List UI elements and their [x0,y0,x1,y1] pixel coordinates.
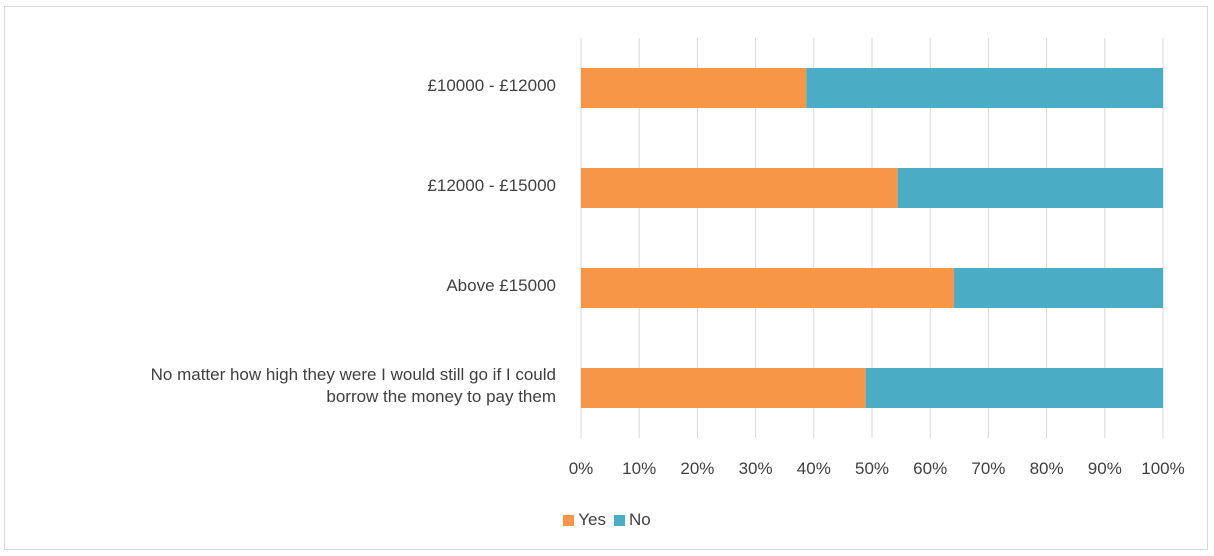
x-tick-label: 30% [738,459,773,478]
legend-swatch [614,514,625,526]
x-tick-label: 10% [622,459,657,478]
x-tick-label: 90% [1087,459,1122,478]
category-label-line: borrow the money to pay them [326,387,556,406]
category-label-line: £10000 - £12000 [427,76,556,95]
bar-no-2 [954,268,1163,308]
x-tick-label: 100% [1141,459,1185,478]
category-label: No matter how high they were I would sti… [151,364,556,408]
x-tick-label: 20% [680,459,715,478]
category-label: Above £15000 [446,275,556,297]
bar-no-1 [897,168,1163,208]
x-tick-label: 70% [971,459,1006,478]
x-tick-label: 80% [1029,459,1064,478]
legend-label: Yes [578,510,606,529]
bar-yes-1 [581,168,898,208]
bars [581,68,1163,408]
legend-item: Yes [563,510,606,530]
x-tick-label: 50% [854,459,890,478]
category-label: £12000 - £15000 [427,175,556,197]
bar-no-3 [865,368,1163,408]
x-tick-label: 0% [568,459,594,478]
category-label: £10000 - £12000 [427,75,556,97]
bar-yes-0 [581,68,807,108]
bar-yes-2 [581,268,955,308]
legend-label: No [629,510,651,529]
bar-no-0 [806,68,1163,108]
category-label-line: £12000 - £15000 [427,176,556,195]
x-tick-label: 40% [796,459,831,478]
legend: Yes No [0,510,1214,530]
category-label-line: Above £15000 [446,276,556,295]
category-label-line: No matter how high they were I would sti… [150,365,556,384]
bar-yes-3 [581,368,866,408]
legend-swatch [563,514,575,526]
legend-item: No [614,510,651,530]
x-tick-label: 60% [913,459,948,478]
